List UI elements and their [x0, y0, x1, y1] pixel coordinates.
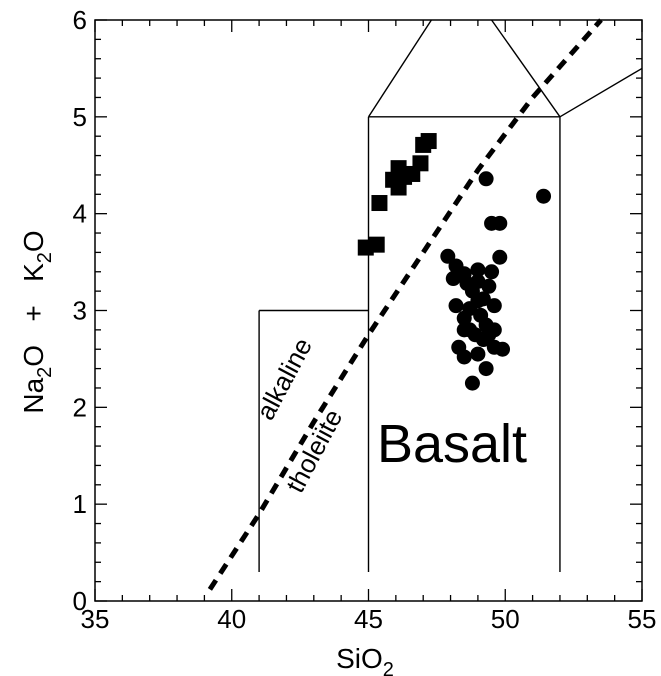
circle-marker [456, 349, 472, 365]
circle-marker [456, 310, 472, 326]
x-tick-label: 50 [491, 604, 520, 634]
circle-marker [475, 332, 491, 348]
tholeiite-label: tholeiite [280, 404, 349, 497]
square-marker [420, 133, 437, 150]
y-tick-label: 6 [73, 5, 87, 35]
alkaline-tholeiite-divider [207, 18, 603, 591]
circle-marker [484, 264, 500, 280]
field-boundary-line [559, 67, 643, 118]
y-axis-label: Na2O + K2O [18, 230, 56, 413]
y-tick-label: 0 [73, 586, 87, 616]
circle-marker [478, 171, 494, 187]
circle-marker [470, 262, 486, 278]
field-boundary-line [367, 19, 432, 118]
x-tick-label: 35 [81, 604, 110, 634]
axis-ticks [94, 19, 643, 602]
x-tick-label: 40 [217, 604, 246, 634]
circle-marker [470, 346, 486, 362]
circle-marker [464, 375, 480, 391]
circle-marker [470, 293, 486, 309]
circle-marker [492, 215, 508, 231]
y-tick-label: 3 [73, 296, 87, 326]
circle-marker [486, 322, 502, 338]
field-boundary-line [491, 19, 561, 118]
circle-marker [481, 278, 497, 294]
x-axis-label: SiO2 [336, 643, 394, 676]
y-tick-label: 5 [73, 102, 87, 132]
circle-marker [492, 249, 508, 265]
circle-marker [536, 188, 552, 204]
y-tick-label: 4 [73, 199, 87, 229]
data-markers [357, 133, 552, 391]
circle-marker [445, 271, 461, 287]
x-tick-label: 45 [354, 604, 383, 634]
circle-marker [462, 322, 478, 338]
square-marker [368, 236, 385, 253]
circle-marker [478, 361, 494, 377]
basalt-field-label: Basalt [377, 414, 527, 474]
circle-marker [486, 298, 502, 314]
y-tick-label: 1 [73, 489, 87, 519]
circle-marker [495, 341, 511, 357]
alkaline-label: alkaline [250, 333, 318, 425]
square-marker [412, 155, 429, 172]
y-tick-label: 2 [73, 392, 87, 422]
square-marker [371, 195, 388, 212]
x-tick-label: 55 [628, 604, 657, 634]
circle-marker [448, 298, 464, 314]
field-boundaries [258, 19, 643, 572]
